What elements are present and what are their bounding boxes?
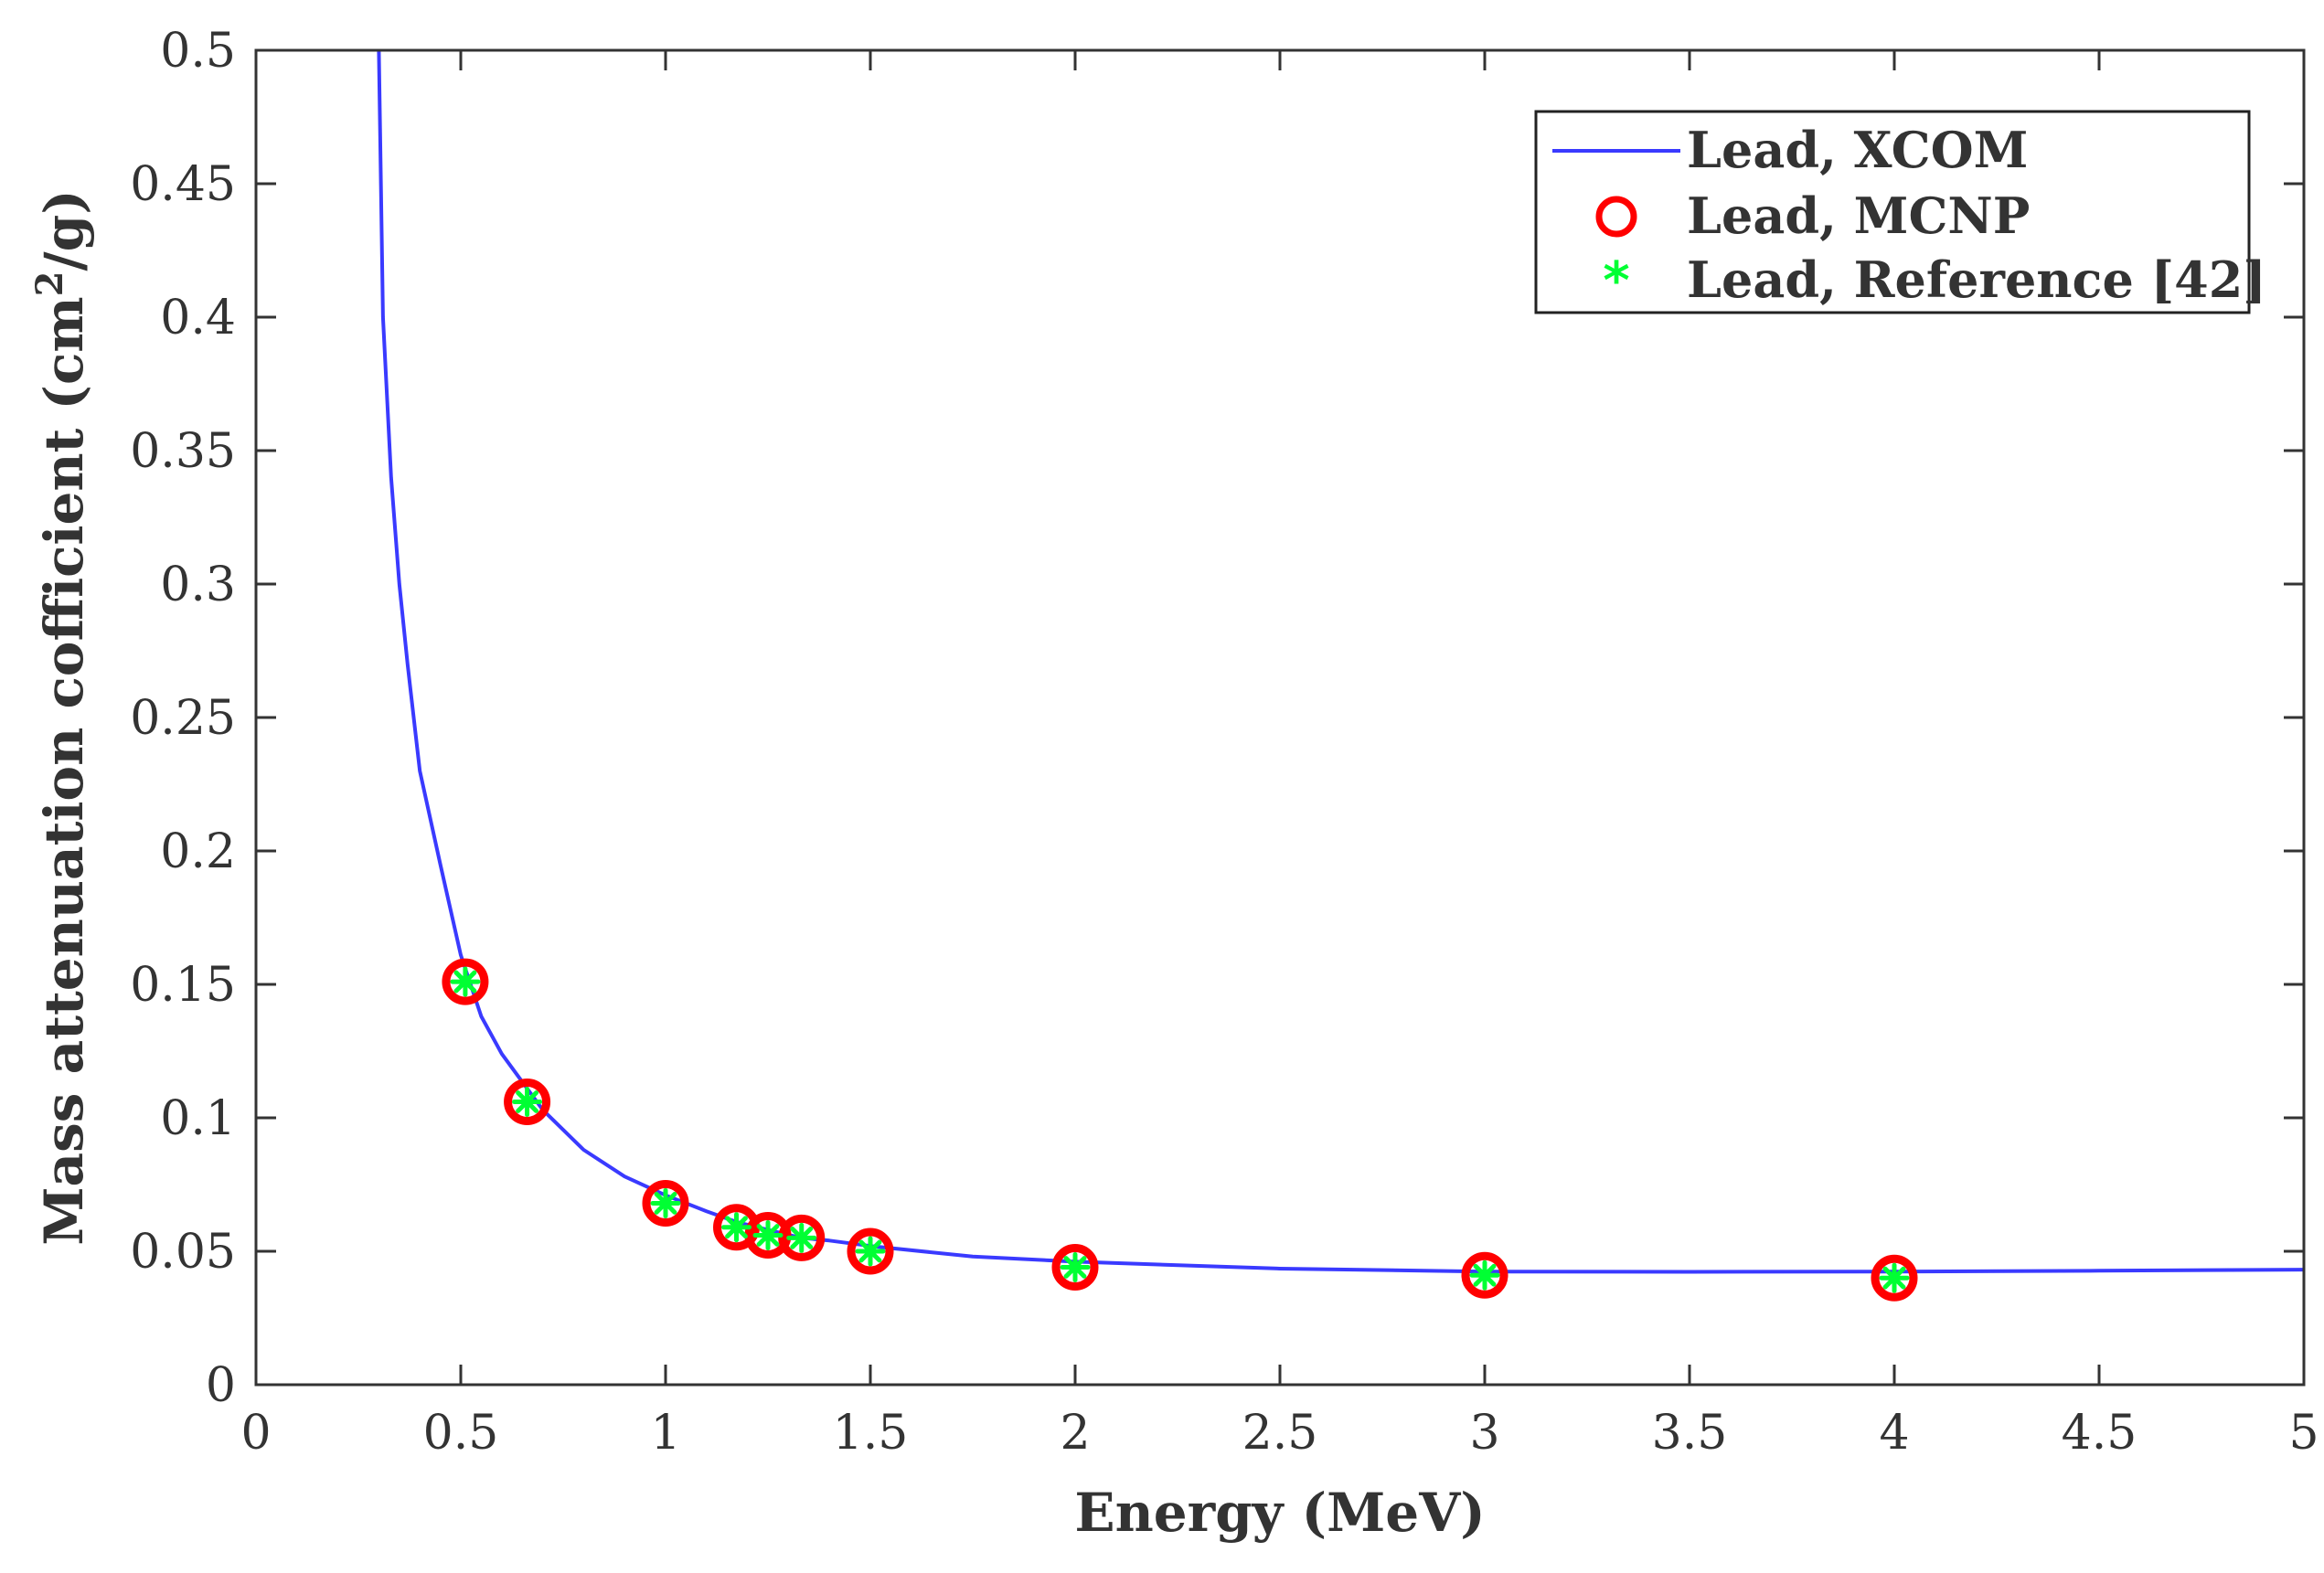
x-tick-labels: 0 0.5 1 1.5 2 2.5 3 3.5 4 4.5 5: [240, 1406, 2319, 1461]
x-tick-label: 4: [1879, 1406, 1909, 1461]
mcnp-point: [713, 1204, 761, 1251]
reference-point: [786, 1222, 817, 1253]
legend-label-reference: Lead, Reference [42]: [1687, 250, 2266, 309]
mcnp-point: [504, 1078, 551, 1125]
x-tick-label: 1.5: [833, 1406, 909, 1461]
y-axis-title: Mass attenuation cofficient (cm2/g): [28, 189, 95, 1245]
x-tick-label: 2: [1060, 1406, 1090, 1461]
reference-point: [1879, 1262, 1910, 1293]
y-tick-label: 0.4: [160, 291, 236, 345]
reference-point: [752, 1219, 784, 1250]
x-tick-label: 0.5: [423, 1406, 499, 1461]
legend-label-mcnp: Lead, MCNP: [1687, 186, 2030, 245]
y-tick-label: 0: [206, 1358, 236, 1413]
mcnp-point: [778, 1214, 826, 1261]
mcnp-point: [1051, 1244, 1099, 1291]
mcnp-point: [847, 1228, 894, 1275]
y-tick-label: 0.2: [160, 824, 236, 879]
reference-point: [450, 966, 481, 997]
y-tick-label: 0.05: [130, 1225, 236, 1280]
x-tick-label: 4.5: [2062, 1406, 2137, 1461]
mcnp-point: [442, 958, 489, 1005]
x-axis-title: Energy (MeV): [1074, 1482, 1485, 1544]
mcnp-point: [744, 1211, 792, 1259]
mcnp-point: [1461, 1251, 1508, 1299]
reference-point: [650, 1187, 681, 1218]
x-tick-label: 5: [2288, 1406, 2319, 1461]
y-tick-label: 0.5: [160, 24, 236, 79]
y-tick-labels: 0 0.05 0.1 0.15 0.2 0.25 0.3 0.35 0.4 0.45 0.5: [130, 24, 236, 1413]
x-tick-label: 2.5: [1242, 1406, 1318, 1461]
y-tick-label: 0.45: [130, 157, 236, 212]
mcnp-point: [642, 1179, 689, 1227]
legend-star-swatch: *: [1603, 251, 1629, 311]
legend-circle-swatch: [1595, 196, 1637, 238]
reference-point: [1060, 1252, 1091, 1283]
y-axis-title-main: Mass attenuation cofficient (cm: [33, 296, 95, 1245]
marker-layer: [442, 958, 1918, 1302]
reference-point: [1469, 1259, 1500, 1291]
y-tick-label: 0.25: [130, 691, 236, 746]
reference-point: [512, 1086, 543, 1117]
legend-box: [1534, 110, 2251, 314]
y-tick-label: 0.1: [160, 1091, 236, 1146]
legend: Lead, XCOM Lead, MCNP * Lead, Reference …: [1534, 110, 2266, 314]
mcnp-point: [1871, 1254, 1918, 1302]
y-axis-title-tail: /g): [33, 189, 95, 271]
x-tick-label: 1: [650, 1406, 680, 1461]
x-tick-label: 3.5: [1652, 1406, 1728, 1461]
reference-point: [855, 1236, 886, 1267]
x-tick-label: 0: [240, 1406, 271, 1461]
legend-label-xcom: Lead, XCOM: [1687, 121, 2028, 179]
reference-point: [721, 1212, 752, 1243]
y-axis-title-sup: 2: [28, 271, 71, 297]
y-tick-label: 0.3: [160, 558, 236, 612]
x-tick-label: 3: [1469, 1406, 1499, 1461]
y-tick-label: 0.35: [130, 424, 236, 479]
tick-marks: [254, 48, 2306, 1387]
y-tick-label: 0.15: [130, 958, 236, 1013]
